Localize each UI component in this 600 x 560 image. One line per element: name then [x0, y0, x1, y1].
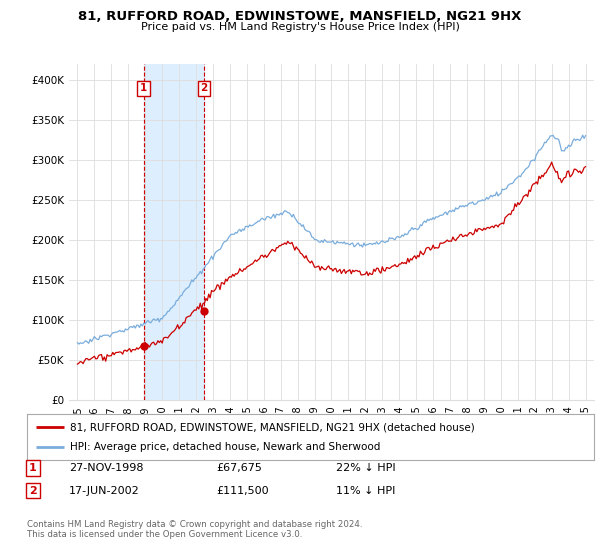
Text: 1: 1: [29, 463, 37, 473]
Bar: [143, 64, 204, 400]
Text: 81, RUFFORD ROAD, EDWINSTOWE, MANSFIELD, NG21 9HX: 81, RUFFORD ROAD, EDWINSTOWE, MANSFIELD,…: [79, 10, 521, 23]
Text: 1: 1: [140, 83, 147, 94]
Text: Contains HM Land Registry data © Crown copyright and database right 2024.
This d: Contains HM Land Registry data © Crown c…: [27, 520, 362, 539]
Text: 2: 2: [200, 83, 208, 94]
Text: 11% ↓ HPI: 11% ↓ HPI: [336, 486, 395, 496]
Text: 2: 2: [29, 486, 37, 496]
Text: 27-NOV-1998: 27-NOV-1998: [69, 463, 143, 473]
Text: 17-JUN-2002: 17-JUN-2002: [69, 486, 140, 496]
Text: 22% ↓ HPI: 22% ↓ HPI: [336, 463, 395, 473]
Text: HPI: Average price, detached house, Newark and Sherwood: HPI: Average price, detached house, Newa…: [70, 442, 380, 452]
Text: Price paid vs. HM Land Registry's House Price Index (HPI): Price paid vs. HM Land Registry's House …: [140, 22, 460, 32]
Text: £111,500: £111,500: [216, 486, 269, 496]
Text: £67,675: £67,675: [216, 463, 262, 473]
Text: 81, RUFFORD ROAD, EDWINSTOWE, MANSFIELD, NG21 9HX (detached house): 81, RUFFORD ROAD, EDWINSTOWE, MANSFIELD,…: [70, 422, 474, 432]
